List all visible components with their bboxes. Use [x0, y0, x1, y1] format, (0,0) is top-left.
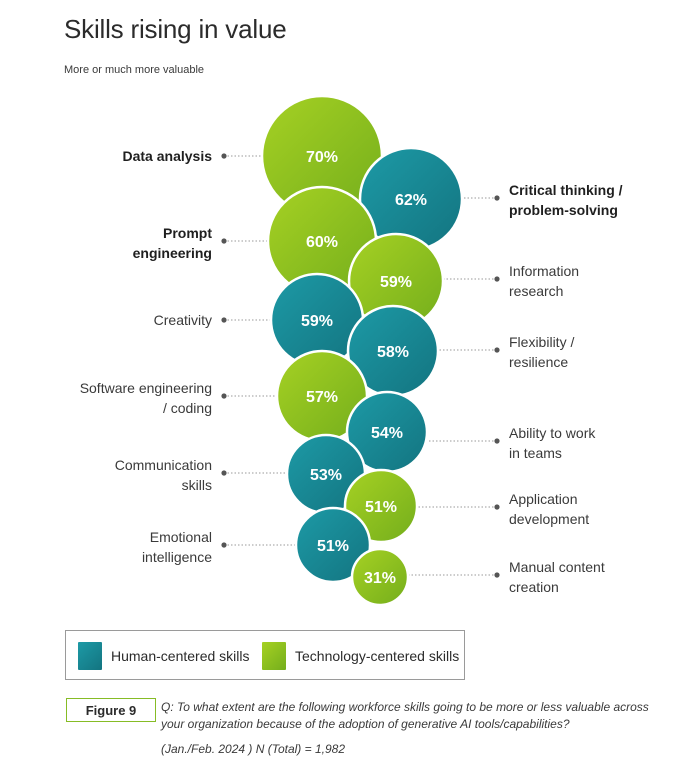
figure-badge: Figure 9: [66, 698, 156, 722]
bubble-chart: 70% 62% 60% 59% 59% 58% 57% 54% 53% 51% 51% 31% Dat…: [80, 94, 623, 607]
bubble-emotional-intelligence: [294, 506, 372, 584]
skill-label-data-analysis: Data analysis: [123, 148, 213, 164]
value-label-data-analysis: 70%: [306, 149, 338, 166]
skill-label-manual-content-creation: Manual content creation: [509, 559, 605, 595]
leader-lines: [221, 153, 500, 578]
skill-label-ability-to-work-in-teams: Ability to work in teams: [509, 425, 596, 461]
leader-dot-data-analysis: [221, 153, 227, 159]
skill-labels: Data analysis Critical thinking / problem-…: [80, 148, 623, 595]
skill-label-creativity: Creativity: [154, 312, 212, 328]
leader-dot-creativity: [221, 317, 227, 323]
survey-question: Q: To what extent are the following work…: [161, 700, 649, 731]
skill-label-critical-thinking-problem-solving: Critical thinking / problem-solving: [509, 182, 623, 218]
value-label-emotional-intelligence: 51%: [317, 538, 349, 555]
value-label-critical-thinking-problem-solving: 62%: [395, 192, 427, 209]
leader-dot-flexibility-resilience: [494, 347, 500, 353]
chart-subtitle: More or much more valuable: [64, 64, 205, 76]
skill-label-prompt-engineering: Prompt engineering: [133, 225, 213, 261]
value-label-application-development: 51%: [365, 499, 397, 516]
value-label-software-engineering-coding: 57%: [306, 389, 338, 406]
leader-dot-critical-thinking-problem-solving: [494, 195, 500, 201]
skill-label-emotional-intelligence: Emotional intelligence: [142, 529, 212, 565]
value-label-manual-content-creation: 31%: [364, 570, 396, 587]
leader-dot-information-research: [494, 276, 500, 282]
legend-label-human: Human-centered skills: [111, 648, 250, 664]
legend-item-human: Human-centered skills: [78, 642, 250, 670]
legend-label-technology: Technology-centered skills: [295, 648, 460, 664]
skill-label-software-engineering-coding: Software engineering / coding: [80, 380, 212, 416]
value-label-information-research: 59%: [380, 274, 412, 291]
value-label-communication-skills: 53%: [310, 467, 342, 484]
skill-label-communication-skills: Communication skills: [115, 457, 212, 493]
legend-item-technology: Technology-centered skills: [262, 642, 459, 670]
leader-dot-communication-skills: [221, 470, 227, 476]
leader-dot-ability-to-work-in-teams: [494, 438, 500, 444]
skill-label-application-development: Application development: [509, 491, 589, 527]
value-label-prompt-engineering: 60%: [306, 234, 338, 251]
leader-dot-prompt-engineering: [221, 238, 227, 244]
chart-title: Skills rising in value: [64, 14, 287, 44]
legend-swatch-technology: [262, 642, 286, 670]
sample-note: (Jan./Feb. 2024 ) N (Total) = 1,982: [161, 742, 345, 756]
value-label-flexibility-resilience: 58%: [377, 344, 409, 361]
value-label-ability-to-work-in-teams: 54%: [371, 425, 403, 442]
skill-label-flexibility-resilience: Flexibility / resilience: [509, 334, 574, 370]
leader-dot-software-engineering-coding: [221, 393, 227, 399]
legend: Human-centered skills Technology-centere…: [65, 630, 465, 680]
leader-dot-application-development: [494, 504, 500, 510]
leader-dot-manual-content-creation: [494, 572, 500, 578]
value-label-creativity: 59%: [301, 313, 333, 330]
legend-swatch-human: [78, 642, 102, 670]
bubble-manual-content-creation: [350, 547, 410, 607]
skill-label-information-research: Information research: [509, 263, 579, 299]
bubbles: 70% 62% 60% 59% 59% 58% 57% 54% 53% 51% 51% 31%: [260, 94, 464, 607]
leader-dot-emotional-intelligence: [221, 542, 227, 548]
